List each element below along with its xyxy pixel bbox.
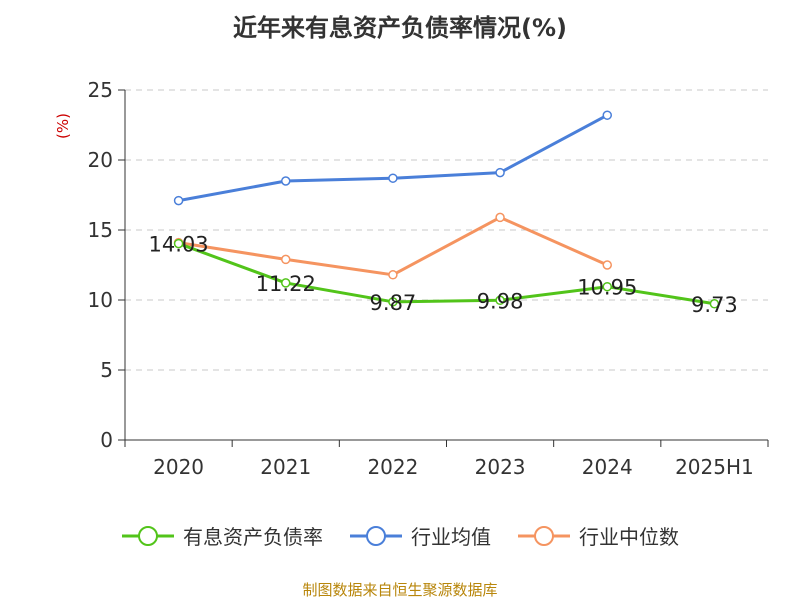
data-point bbox=[388, 270, 398, 280]
series-line bbox=[178, 242, 715, 306]
data-labels: 14.03 11.22 9.87 9.98 10.95 9.73 bbox=[149, 233, 738, 317]
data-point bbox=[388, 297, 398, 307]
data-point bbox=[602, 281, 612, 292]
source-note: 制图数据来自恒生聚源数据库 bbox=[302, 581, 498, 599]
y-tick-label: 15 bbox=[88, 218, 113, 242]
data-point bbox=[173, 195, 184, 206]
series-line bbox=[178, 113, 608, 203]
data-label: 9.73 bbox=[691, 293, 738, 317]
data-label: 14.03 bbox=[149, 233, 209, 257]
y-axis-label: (%) bbox=[54, 113, 72, 139]
x-tick-label: 2020 bbox=[153, 455, 204, 479]
legend-line-circle-icon bbox=[518, 525, 570, 546]
data-label: 11.22 bbox=[256, 272, 316, 296]
legend-label: 行业中位数 bbox=[579, 525, 679, 549]
data-point bbox=[388, 173, 398, 183]
legend: 有息资产负债率 行业均值 行业中位数 bbox=[0, 521, 800, 550]
data-point bbox=[495, 212, 505, 223]
data-point bbox=[281, 254, 291, 265]
legend-item[interactable]: 行业均值 bbox=[349, 521, 491, 550]
legend-item[interactable]: 有息资产负债率 bbox=[121, 521, 323, 550]
data-point bbox=[281, 176, 291, 186]
data-label: 9.87 bbox=[370, 291, 417, 315]
chart-title: 近年来有息资产负债率情况(%) bbox=[233, 14, 567, 42]
data-point bbox=[602, 110, 612, 120]
data-label: 9.98 bbox=[477, 289, 524, 313]
x-tick-label: 2021 bbox=[260, 455, 311, 479]
y-tick-label: 20 bbox=[88, 148, 113, 172]
data-point bbox=[495, 167, 505, 178]
data-point bbox=[173, 238, 184, 249]
x-tick-label: 2024 bbox=[582, 455, 633, 479]
series-lines bbox=[173, 110, 720, 309]
grid-lines bbox=[125, 89, 768, 371]
x-tick-label: 2025H1 bbox=[675, 455, 754, 479]
x-tick-label: 2023 bbox=[475, 455, 526, 479]
data-point bbox=[602, 260, 612, 270]
y-tick-label: 25 bbox=[88, 78, 113, 102]
y-tick-label: 10 bbox=[88, 288, 113, 312]
data-point bbox=[709, 299, 720, 309]
y-tick-label: 5 bbox=[100, 358, 113, 382]
data-label: 10.95 bbox=[577, 276, 637, 300]
legend-label: 有息资产负债率 bbox=[183, 525, 323, 549]
x-tick-label: 2022 bbox=[367, 455, 418, 479]
data-point bbox=[495, 295, 505, 306]
legend-line-circle-icon bbox=[122, 525, 174, 546]
data-point bbox=[281, 278, 291, 288]
legend-label: 行业均值 bbox=[411, 525, 491, 549]
y-tick-label: 0 bbox=[100, 428, 113, 452]
legend-line-circle-icon bbox=[350, 525, 402, 546]
legend-item[interactable]: 行业中位数 bbox=[517, 521, 679, 550]
axes: 0 5 10 15 20 25 2020 2021 2022 2023 2024 2025H1 bbox=[88, 78, 769, 479]
